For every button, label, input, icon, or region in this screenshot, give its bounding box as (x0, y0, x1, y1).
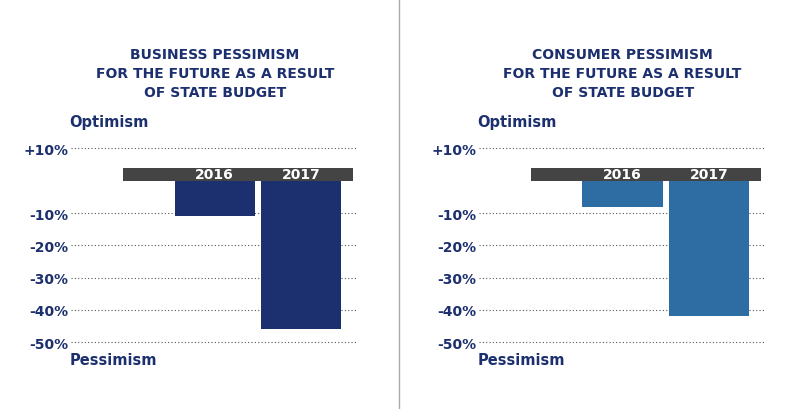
Bar (531, 169, 761, 181)
Title: CONSUMER PESSIMISM
FOR THE FUTURE AS A RESULT
OF STATE BUDGET: CONSUMER PESSIMISM FOR THE FUTURE AS A R… (503, 48, 742, 99)
Text: 2017: 2017 (281, 168, 320, 182)
Title: BUSINESS PESSIMISM
FOR THE FUTURE AS A RESULT
OF STATE BUDGET: BUSINESS PESSIMISM FOR THE FUTURE AS A R… (96, 48, 334, 99)
Text: 2017: 2017 (690, 168, 728, 182)
Bar (175, 181, 255, 217)
Text: Pessimism: Pessimism (70, 353, 157, 368)
Bar (668, 181, 749, 317)
Text: Pessimism: Pessimism (478, 353, 565, 368)
Bar (582, 181, 663, 207)
Text: Optimism: Optimism (70, 114, 149, 129)
Bar (122, 169, 352, 181)
Text: 2016: 2016 (195, 168, 234, 182)
Text: Optimism: Optimism (478, 114, 557, 129)
Text: 2016: 2016 (604, 168, 642, 182)
Bar (261, 181, 341, 330)
